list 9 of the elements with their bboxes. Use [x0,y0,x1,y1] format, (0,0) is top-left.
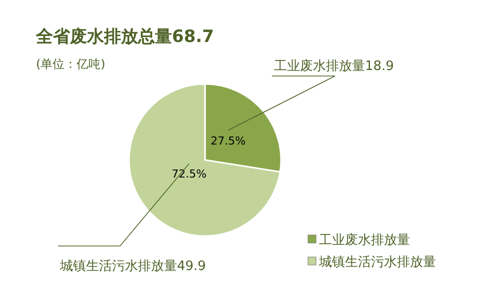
chart-title: 全省废水排放总量68.7 [35,27,214,47]
data-label: 27.5% [210,134,246,148]
data-label: 72.5% [172,168,207,181]
legend-label: 城镇生活污水排放量 [318,255,436,270]
pie-slice [128,83,281,237]
legend-label: 工业废水排放量 [319,233,410,248]
text: 工业废水排放量18.9 [274,59,394,74]
text: 城镇生活污水排放量49.9 [59,259,206,274]
chart-subtitle: (单位：亿吨) [36,57,106,71]
